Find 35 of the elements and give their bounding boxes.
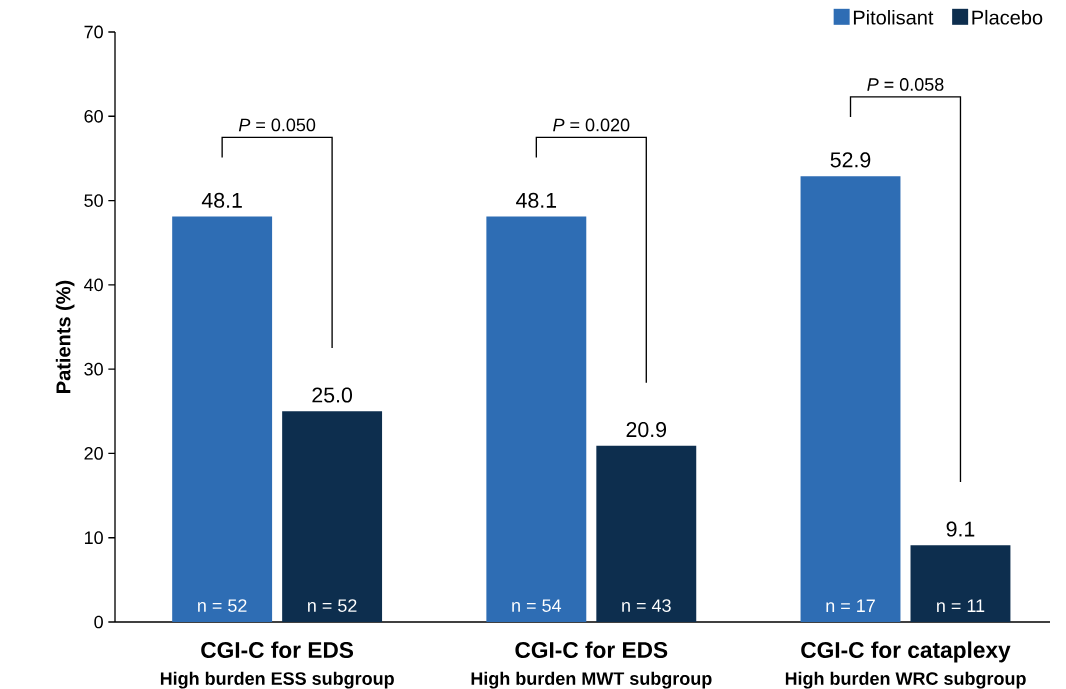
- annotation: n = 52: [308, 599, 357, 612]
- text: High burden WRC subgroup: [785, 671, 1026, 689]
- y-tick-label: 30: [84, 362, 103, 376]
- legend-label: Placebo: [972, 9, 1043, 25]
- text: High burden MWT subgroup: [471, 671, 712, 689]
- annotation: n = 17: [826, 599, 875, 612]
- data-label: 48.1: [516, 192, 557, 208]
- y-tick-label: 60: [84, 109, 103, 123]
- annotation: P = 0.020: [553, 118, 630, 132]
- y-tick-label: 20: [84, 447, 103, 460]
- bar: [910, 545, 1011, 622]
- data-label: 48.1: [201, 192, 242, 208]
- annotation: n = 43: [622, 599, 671, 612]
- y-tick-label: 0: [94, 615, 103, 629]
- data-label: 20.9: [626, 422, 667, 438]
- annotation: P = 0.050: [238, 118, 316, 132]
- data-label: 25.0: [312, 387, 353, 403]
- bar: [282, 411, 383, 622]
- bar: [596, 445, 697, 622]
- y-tick-label: 10: [84, 531, 103, 545]
- data-label: 9.1: [946, 521, 975, 537]
- y-tick-label: 50: [84, 194, 103, 207]
- x-tick-label: CGI-C for EDS: [515, 641, 668, 659]
- annotation: n = 52: [198, 599, 247, 612]
- legend-label: Pitolisant: [853, 9, 934, 25]
- x-tick-label: CGI-C for cataplexy: [801, 641, 1011, 663]
- data-label: 52.9: [830, 152, 871, 168]
- y-tick-label: 40: [84, 278, 103, 292]
- y-axis-title: Patients (%): [55, 280, 75, 393]
- annotation: n = 54: [512, 599, 562, 612]
- x-tick-label: CGI-C for EDS: [201, 641, 354, 659]
- text: High burden ESS subgroup: [160, 671, 394, 689]
- annotation: n = 11: [937, 599, 985, 612]
- annotation: P = 0.058: [867, 78, 944, 91]
- y-tick-label: 70: [84, 25, 103, 39]
